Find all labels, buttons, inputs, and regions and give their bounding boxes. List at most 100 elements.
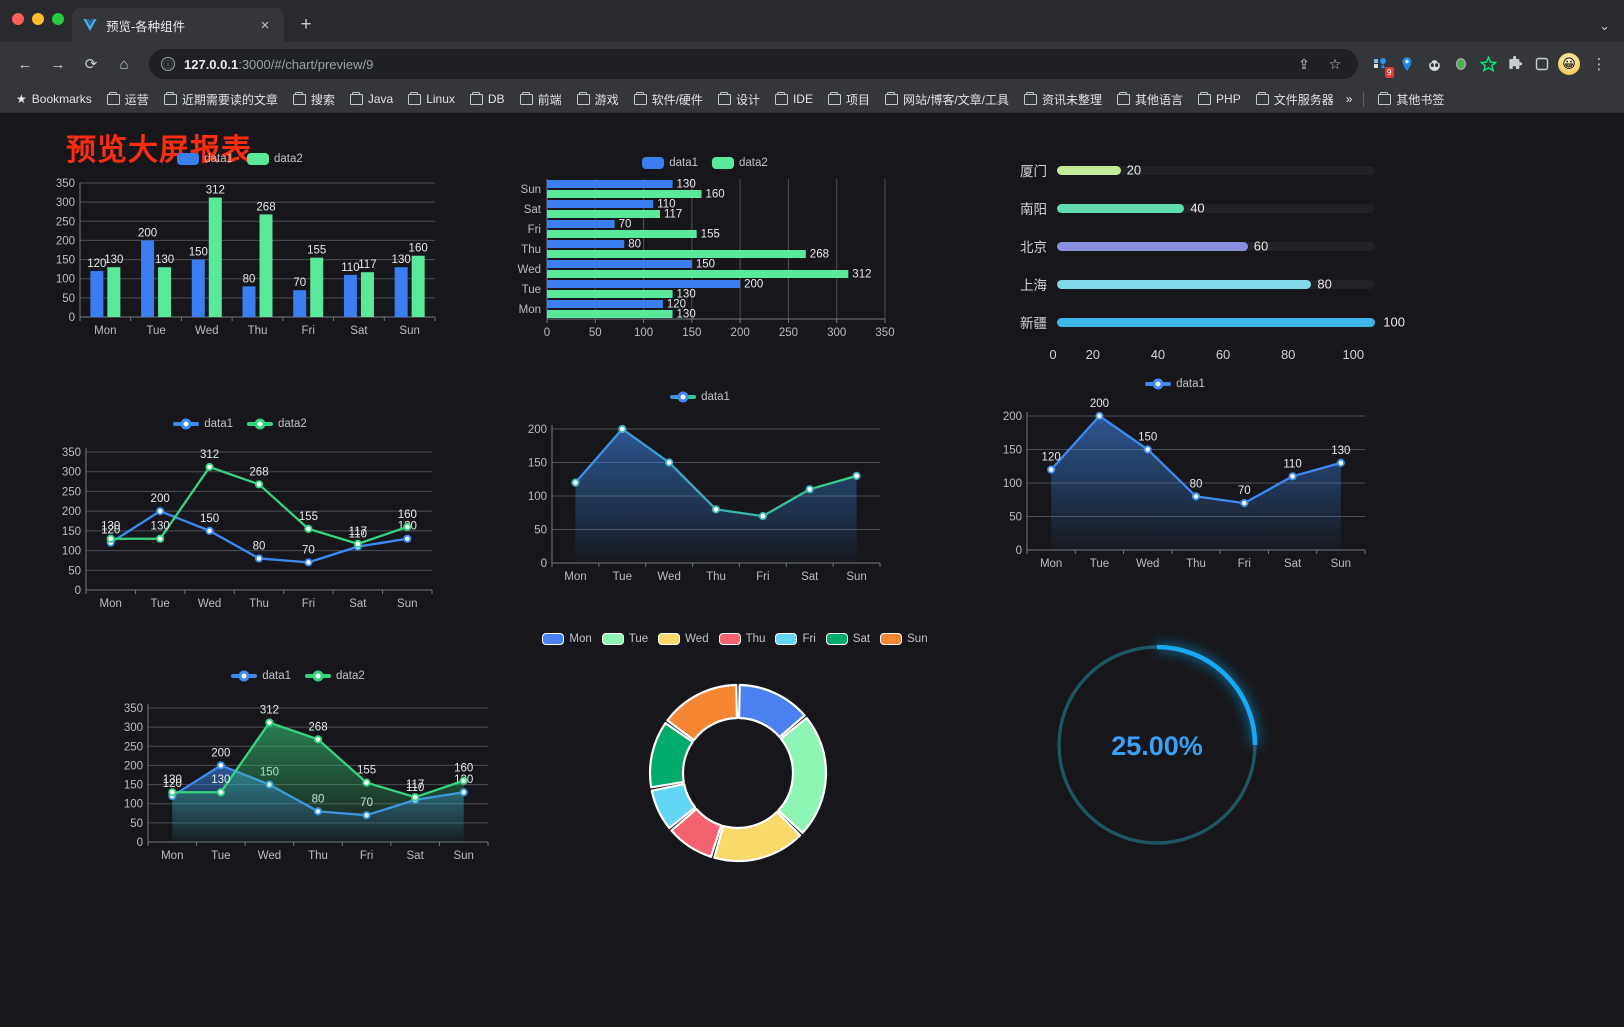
legend-item[interactable]: data2 (305, 670, 365, 682)
progress-track[interactable]: 80 (1057, 277, 1375, 292)
svg-text:80: 80 (253, 540, 266, 552)
back-button[interactable]: ← (17, 55, 33, 73)
legend-item[interactable]: data1 (173, 418, 233, 430)
bookmark-folder[interactable]: PHP (1192, 89, 1247, 109)
svg-text:Fri: Fri (756, 571, 769, 583)
maximize-window-button[interactable] (52, 13, 64, 25)
share-icon[interactable]: ⇪ (1298, 55, 1310, 72)
svg-text:Fri: Fri (360, 850, 373, 862)
bookmarks-root[interactable]: ★ Bookmarks (10, 89, 98, 109)
svg-text:Mon: Mon (161, 850, 183, 862)
legend-item[interactable]: Mon (542, 633, 592, 645)
progress-track[interactable]: 40 (1057, 201, 1375, 216)
bookmark-folder[interactable]: 项目 (822, 88, 876, 111)
bookmark-folder[interactable]: 运营 (101, 88, 155, 111)
bookmark-folder[interactable]: 软件/硬件 (628, 88, 709, 111)
axis-tick-label: 80 (1280, 347, 1296, 362)
bookmark-folder[interactable]: 前端 (514, 88, 568, 111)
svg-text:Tue: Tue (522, 284, 541, 296)
close-window-button[interactable] (12, 13, 24, 25)
bookmark-folder[interactable]: 设计 (712, 88, 766, 111)
bookmark-folder[interactable]: 游戏 (571, 88, 625, 111)
window-controls[interactable] (12, 13, 64, 25)
progress-track[interactable]: 20 (1057, 163, 1375, 178)
legend-item[interactable]: Thu (718, 633, 765, 645)
color-picker-extension-icon[interactable]: 9 (1368, 52, 1394, 78)
bookmark-folder[interactable]: 网站/博客/文章/工具 (879, 88, 1015, 111)
green-star-extension-icon[interactable] (1476, 52, 1500, 76)
legend-item[interactable]: data1 (177, 153, 233, 165)
progress-track[interactable]: 60 (1057, 238, 1375, 254)
axis-tick-label: 100 (1342, 347, 1365, 362)
legend-item[interactable]: data1 (231, 670, 291, 682)
svg-text:100: 100 (62, 546, 81, 558)
tab-list-chevron-icon[interactable]: ⌄ (1599, 18, 1610, 33)
progress-fill (1057, 317, 1375, 327)
svg-text:80: 80 (1190, 478, 1203, 490)
bookmark-folder[interactable]: 资讯未整理 (1018, 88, 1108, 111)
svg-text:350: 350 (124, 703, 143, 715)
svg-text:Wed: Wed (258, 850, 281, 862)
svg-text:130: 130 (101, 521, 120, 533)
panda-extension-icon[interactable] (1422, 52, 1446, 76)
legend-item[interactable]: data2 (247, 418, 307, 430)
svg-text:Tue: Tue (150, 598, 169, 610)
avatar[interactable]: 😀 (1557, 52, 1581, 76)
home-button[interactable]: ⌂ (119, 55, 129, 73)
legend-label: Sun (907, 633, 928, 645)
legend-item[interactable]: Fri (775, 633, 816, 645)
svg-text:200: 200 (1003, 411, 1022, 423)
bar-chart-canvas: 050100150200250300350Mon120130Tue200130W… (56, 178, 436, 337)
legend-item[interactable]: data1 (642, 157, 698, 169)
green-circle-extension-icon[interactable] (1449, 52, 1473, 76)
svg-text:Sat: Sat (350, 325, 368, 337)
legend-item[interactable]: data2 (712, 157, 768, 169)
progress-value: 60 (1253, 238, 1269, 254)
legend-label: Sat (852, 633, 871, 645)
legend-item[interactable]: Sat (825, 633, 871, 645)
bookmark-folder[interactable]: 搜索 (287, 88, 341, 111)
bookmark-star-icon[interactable]: ☆ (1328, 55, 1342, 72)
close-tab-button[interactable]: × (260, 16, 270, 34)
legend-item[interactable]: Wed (658, 633, 709, 645)
bookmark-folder[interactable]: 近期需要读的文章 (158, 88, 284, 111)
legend-item[interactable]: data1 (1145, 378, 1205, 390)
site-info-icon[interactable]: ⓘ (161, 57, 175, 71)
divider (1363, 91, 1365, 107)
url-path: :3000/#/chart/preview/9 (238, 56, 374, 72)
bookmarks-overflow-button[interactable]: » (1345, 92, 1353, 106)
reload-button[interactable]: ⟳ (84, 56, 98, 73)
minimize-window-button[interactable] (32, 13, 44, 25)
bookmark-folder[interactable]: IDE (769, 89, 819, 109)
browser-menu-button[interactable]: ⋮ (1591, 56, 1607, 73)
legend-item[interactable]: Sun (880, 633, 928, 645)
legend-item[interactable]: data1 (670, 391, 730, 403)
legend-item[interactable]: data2 (247, 153, 303, 165)
donut-chart-canvas (648, 683, 828, 863)
other-bookmarks-folder[interactable]: 其他书签 (1372, 88, 1450, 111)
bookmark-folder[interactable]: Java (344, 89, 399, 109)
legend-label: data2 (739, 157, 768, 169)
progress-row: 北京 60 (995, 227, 1375, 265)
bookmark-folder[interactable]: DB (464, 89, 511, 109)
bookmark-folder[interactable]: 其他语言 (1111, 88, 1189, 111)
legend-item[interactable]: Tue (601, 633, 648, 645)
browser-tab[interactable]: 预览-各种组件 × (72, 8, 284, 42)
progress-label: 南阳 (1020, 202, 1047, 218)
forward-button[interactable]: → (50, 55, 66, 73)
progress-track[interactable]: 100 (1057, 315, 1405, 330)
svg-text:Thu: Thu (249, 598, 269, 610)
sidepanel-icon[interactable] (1530, 52, 1554, 76)
puzzle-extensions-icon[interactable] (1503, 52, 1527, 76)
progress-value: 100 (1383, 314, 1405, 330)
bookmark-folder[interactable]: Linux (402, 89, 461, 109)
address-bar[interactable]: ⓘ 127.0.0.1:3000/#/chart/preview/9 ⇪ ☆ (149, 49, 1358, 79)
location-pin-extension-icon[interactable] (1395, 52, 1419, 76)
profile-avatar-icon[interactable]: 😀 (1558, 53, 1580, 75)
svg-text:50: 50 (1009, 512, 1022, 524)
svg-text:0: 0 (137, 837, 143, 849)
new-tab-button[interactable]: + (300, 14, 312, 35)
legend-swatch (658, 633, 681, 645)
bookmark-folder[interactable]: 文件服务器 (1250, 88, 1340, 111)
bookmark-label: 运营 (124, 92, 149, 107)
